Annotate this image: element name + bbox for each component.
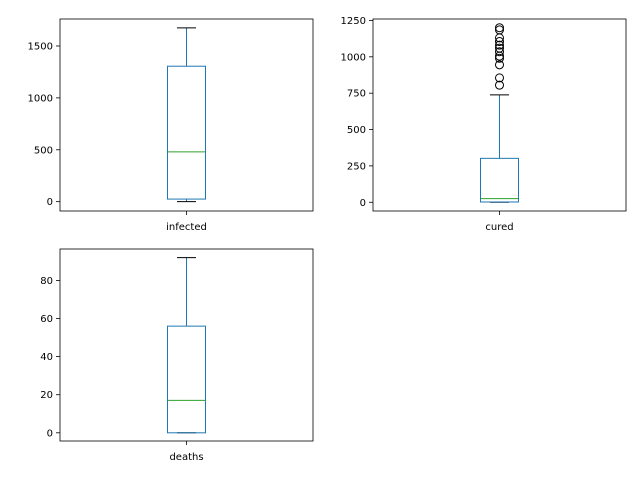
y-tick-label: 500 xyxy=(34,145,53,156)
y-tick-label: 0 xyxy=(47,428,53,439)
outlier-point xyxy=(495,23,504,33)
y-tick-label: 1000 xyxy=(28,93,53,104)
outlier-point xyxy=(495,80,504,90)
outlier-point xyxy=(495,43,504,53)
box xyxy=(167,325,206,434)
y-tick-label: 1500 xyxy=(28,41,53,52)
panel-deaths: 0 20 40 60 80 deaths xyxy=(40,248,314,463)
box xyxy=(167,65,206,200)
y-tick-label: 60 xyxy=(40,314,53,325)
y-tick-label: 20 xyxy=(40,390,53,401)
outlier-point xyxy=(495,53,504,63)
outlier-point xyxy=(495,73,504,83)
x-tick-label: deaths xyxy=(169,452,203,463)
panel-infected: 0 500 1000 1500 infected xyxy=(28,18,314,233)
x-tick-label: infected xyxy=(166,222,207,233)
panel-cured: 0 250 500 750 1000 1250 cured xyxy=(341,16,627,233)
boxplot-panels: 0 500 1000 1500 infected 0 250 500 750 1000 1250 cu… xyxy=(28,16,627,463)
y-tick-label: 40 xyxy=(40,352,53,363)
y-tick-label: 500 xyxy=(347,125,366,136)
outlier-point xyxy=(495,37,504,47)
y-tick-label: 1000 xyxy=(341,52,366,63)
box xyxy=(480,157,519,203)
y-tick-label: 1250 xyxy=(341,16,366,27)
outlier-point xyxy=(495,60,504,70)
outlier-point xyxy=(495,25,504,35)
x-tick-label: cured xyxy=(485,222,513,233)
y-tick-label: 0 xyxy=(47,197,53,208)
y-tick-label: 750 xyxy=(347,89,366,100)
y-tick-label: 0 xyxy=(360,198,366,209)
y-tick-label: 80 xyxy=(40,276,53,287)
outlier-point xyxy=(495,40,504,50)
outlier-point xyxy=(495,47,504,57)
y-tick-label: 250 xyxy=(347,161,366,172)
